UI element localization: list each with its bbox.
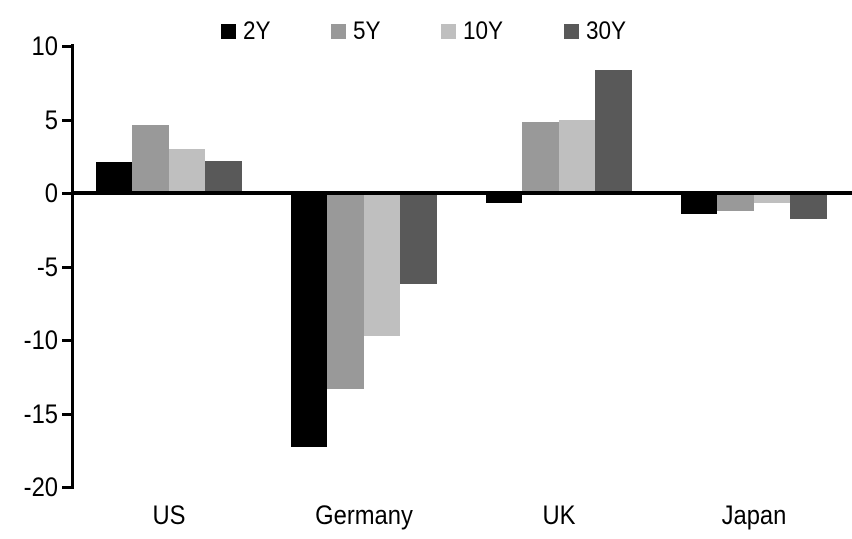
y-tick-label: 0 bbox=[44, 178, 58, 208]
y-tick-label: -10 bbox=[23, 325, 58, 355]
y-tick-label: 5 bbox=[44, 105, 58, 135]
y-tick-mark bbox=[62, 413, 71, 416]
bar-japan-2y bbox=[681, 193, 717, 214]
bar-germany-10y bbox=[364, 193, 400, 336]
legend-marker-2y-icon bbox=[221, 23, 237, 39]
legend-label-2y: 2Y bbox=[243, 16, 271, 45]
legend-label-5y: 5Y bbox=[353, 16, 381, 45]
legend-item-10y: 10Y bbox=[440, 16, 507, 45]
bar-japan-10y bbox=[754, 193, 790, 203]
y-tick-label: -15 bbox=[23, 399, 58, 429]
bar-japan-30y bbox=[790, 193, 827, 219]
bar-us-30y bbox=[205, 161, 242, 193]
y-tick-mark bbox=[62, 486, 71, 489]
y-tick-mark bbox=[62, 339, 71, 342]
bar-us-2y bbox=[96, 162, 132, 193]
y-tick-mark bbox=[62, 45, 71, 48]
category-label-japan: Japan bbox=[721, 500, 787, 530]
category-label-uk: UK bbox=[542, 500, 576, 530]
category-label-us: US bbox=[152, 500, 186, 530]
legend-marker-5y-icon bbox=[331, 23, 347, 39]
legend-item-2y: 2Y bbox=[221, 16, 274, 45]
y-tick-mark bbox=[62, 266, 71, 269]
bar-us-5y bbox=[132, 125, 169, 193]
y-tick-mark bbox=[62, 119, 71, 122]
y-tick-label: -20 bbox=[23, 472, 58, 502]
legend-marker-10y-icon bbox=[440, 23, 456, 39]
legend-marker-30y-icon bbox=[564, 23, 580, 39]
bar-uk-2y bbox=[486, 193, 522, 203]
y-tick-mark bbox=[62, 192, 71, 195]
legend-item-30y: 30Y bbox=[564, 16, 630, 45]
legend-label-30y: 30Y bbox=[586, 16, 627, 45]
bar-uk-30y bbox=[595, 70, 632, 193]
bar-uk-5y bbox=[522, 122, 559, 193]
bar-germany-30y bbox=[400, 193, 437, 284]
y-axis-line bbox=[71, 44, 74, 489]
bar-germany-2y bbox=[291, 193, 327, 447]
legend: 2Y 5Y 10Y 30Y bbox=[0, 13, 852, 49]
category-label-germany: Germany bbox=[315, 500, 413, 530]
bar-us-10y bbox=[169, 149, 205, 193]
y-tick-label: 10 bbox=[31, 31, 58, 61]
y-tick-label: -5 bbox=[36, 252, 58, 282]
legend-label-10y: 10Y bbox=[462, 16, 503, 45]
bar-uk-10y bbox=[559, 120, 595, 194]
bar-japan-5y bbox=[717, 193, 754, 211]
x-axis-zero-line bbox=[71, 191, 852, 195]
legend-item-5y: 5Y bbox=[331, 16, 384, 45]
bar-germany-5y bbox=[327, 193, 364, 389]
